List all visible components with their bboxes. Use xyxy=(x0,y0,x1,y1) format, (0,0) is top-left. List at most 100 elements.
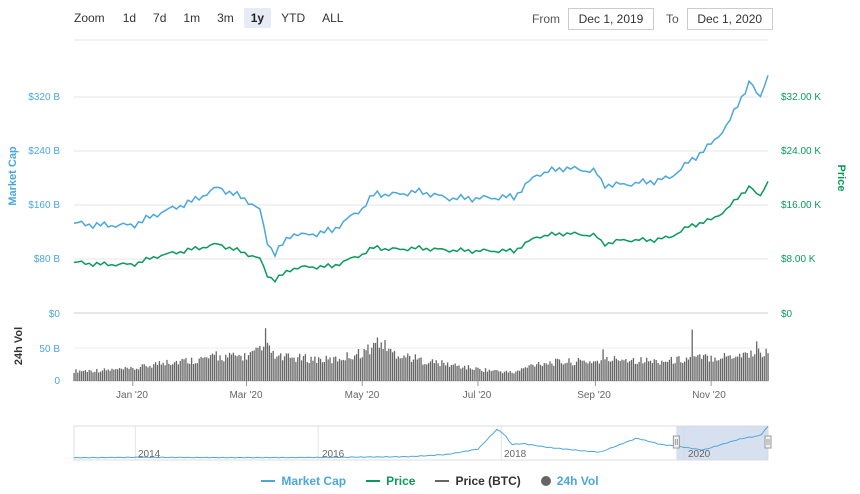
zoom-1m-button[interactable]: 1m xyxy=(176,8,208,28)
zoom-all-button[interactable]: ALL xyxy=(315,8,351,28)
volume-bar xyxy=(665,361,667,381)
volume-bar xyxy=(668,359,671,381)
volume-bar xyxy=(481,370,483,381)
volume-bar xyxy=(712,361,714,381)
zoom-1y-button[interactable]: 1y xyxy=(243,8,272,28)
volume-bar xyxy=(166,359,168,381)
volume-bar xyxy=(433,363,435,381)
volume-bar xyxy=(422,364,424,381)
zoom-1d-button[interactable]: 1d xyxy=(115,8,144,28)
volume-bar xyxy=(105,370,107,381)
vol-y-tick: 0 xyxy=(54,376,60,387)
volume-bar xyxy=(405,357,407,381)
volume-bar xyxy=(84,370,87,381)
volume-bar xyxy=(333,357,335,381)
nav-tick: 2016 xyxy=(322,449,345,460)
zoom-ytd-button[interactable]: YTD xyxy=(274,8,313,28)
volume-bar xyxy=(217,360,219,381)
volume-bar xyxy=(96,369,98,381)
volume-bar xyxy=(564,363,566,381)
volume-bar xyxy=(594,361,597,381)
volume-bar xyxy=(247,355,250,381)
volume-bar xyxy=(545,363,547,381)
volume-bar xyxy=(636,363,638,381)
volume-bar xyxy=(393,350,396,381)
legend-24h-vol[interactable]: 24h Vol xyxy=(540,474,599,488)
volume-bar xyxy=(708,361,710,381)
volume-bar xyxy=(611,360,614,381)
volume-bar xyxy=(534,366,536,381)
volume-bar xyxy=(363,348,365,381)
vol-y-tick: $0 xyxy=(49,309,61,320)
main-grid xyxy=(74,39,768,386)
legend-price[interactable]: Price xyxy=(366,474,415,488)
volume-bar xyxy=(300,360,303,381)
navigator-handle-left[interactable] xyxy=(672,435,680,449)
navigator-selection xyxy=(676,426,768,460)
volume-bar xyxy=(448,366,451,381)
volume-bar xyxy=(120,368,123,381)
volume-bar xyxy=(407,353,409,381)
nav-tick: 2014 xyxy=(138,449,161,460)
volume-bar xyxy=(583,360,585,381)
volume-bar xyxy=(541,366,544,381)
volume-bar xyxy=(429,361,432,381)
y-right-tick: $24.00 K xyxy=(781,146,821,157)
volume-bar xyxy=(141,364,143,381)
volume-bar xyxy=(465,369,468,381)
volume-bar xyxy=(551,363,553,381)
volume-bar xyxy=(77,372,79,381)
volume-bar xyxy=(666,361,669,381)
volume-bar xyxy=(249,352,252,381)
volume-bar xyxy=(190,357,193,381)
volume-bar xyxy=(240,355,242,381)
volume-bar xyxy=(367,344,369,381)
zoom-7d-button[interactable]: 7d xyxy=(146,8,174,28)
volume-bar xyxy=(591,363,593,381)
volume-bar xyxy=(156,364,159,381)
volume-bar xyxy=(585,362,587,381)
volume-bar xyxy=(756,341,758,381)
volume-bar xyxy=(225,354,227,381)
from-date-input[interactable]: Dec 1, 2019 xyxy=(568,8,654,30)
volume-bar xyxy=(230,354,233,381)
vol-y-title: 24h Vol xyxy=(13,327,25,365)
volume-bar xyxy=(651,363,654,381)
volume-bar xyxy=(759,352,762,381)
y-left-title: Market Cap xyxy=(7,146,19,206)
volume-bar xyxy=(346,352,348,381)
volume-bar xyxy=(621,359,623,381)
volume-bar xyxy=(725,356,727,381)
volume-bar xyxy=(276,356,278,381)
navigator[interactable] xyxy=(73,425,772,461)
volume-bar xyxy=(670,356,672,381)
volume-bar xyxy=(410,362,413,381)
volume-bar xyxy=(735,356,737,381)
volume-bar xyxy=(251,350,253,381)
navigator-handle-right[interactable] xyxy=(764,435,772,449)
volume-bar xyxy=(619,361,621,381)
zoom-3m-button[interactable]: 3m xyxy=(210,8,241,28)
volume-bar xyxy=(380,342,382,381)
legend-price-btc[interactable]: Price (BTC) xyxy=(435,474,521,488)
x-tick: Jul '20 xyxy=(463,390,492,401)
legend-market-cap[interactable]: Market Cap xyxy=(261,474,346,488)
to-date-input[interactable]: Dec 1, 2020 xyxy=(686,8,773,30)
vol-y-tick: 50 B xyxy=(39,344,60,355)
volume-bar xyxy=(391,352,394,381)
volume-bar xyxy=(234,355,236,381)
volume-bar xyxy=(90,370,92,381)
volume-bar xyxy=(88,369,90,381)
volume-bar xyxy=(289,357,291,381)
volume-bar xyxy=(266,342,269,381)
volume-bar xyxy=(723,352,726,381)
volume-bar xyxy=(458,365,460,381)
market-cap-line xyxy=(73,75,769,259)
volume-bar xyxy=(716,360,718,381)
y-right-tick: $16.00 K xyxy=(781,200,821,211)
volume-bar xyxy=(268,345,271,381)
legend-label: 24h Vol xyxy=(556,474,599,488)
volume-bar xyxy=(437,363,439,381)
volume-bar xyxy=(255,347,257,381)
volume-bar xyxy=(589,361,591,381)
